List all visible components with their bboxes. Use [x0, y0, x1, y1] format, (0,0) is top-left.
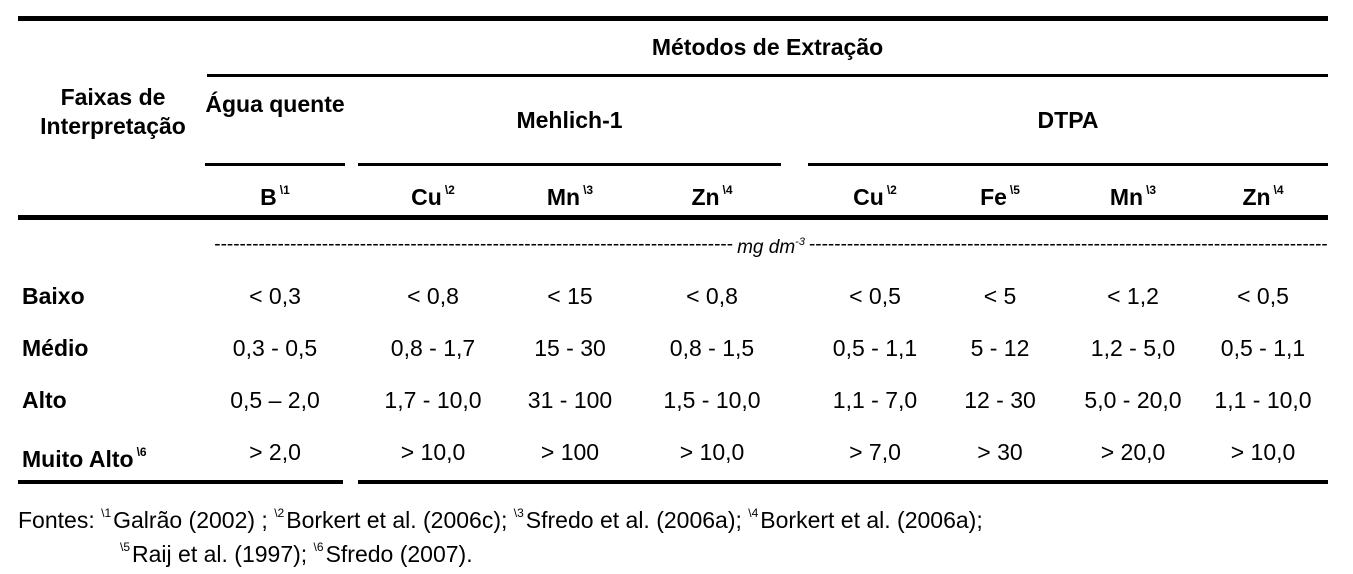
header-bottom-rule	[18, 215, 1328, 220]
footnote-line-2: \5Raij et al. (1997); \6Sfredo (2007).	[120, 540, 473, 567]
table-cell: 31 - 100	[527, 387, 613, 413]
col-header-mn-dtpa: Mn \3	[1109, 183, 1157, 210]
table-cell: > 100	[540, 439, 600, 465]
table-cell: 5 - 12	[970, 335, 1030, 361]
table-cell: > 7,0	[849, 439, 901, 465]
table-cell: 1,5 - 10,0	[663, 387, 761, 413]
table-cell: 0,8 - 1,5	[669, 335, 755, 361]
unit-label: mg dm-3	[737, 236, 805, 258]
footnote-source: Galrão (2002) ;	[113, 507, 268, 533]
table-cell: > 2,0	[249, 439, 301, 465]
col-header-cu-mehlich: Cu \2	[411, 183, 455, 210]
bottom-rule-b	[358, 480, 1328, 484]
col-header-mn-mehlich: Mn \3	[546, 183, 594, 210]
table-cell: < 1,2	[1107, 283, 1159, 309]
unit-dashes-right: ----------------------------------------…	[808, 234, 1328, 255]
group-agua-quente: Água quente	[205, 91, 345, 117]
table-cell: > 10,0	[679, 439, 745, 465]
footnote-line-1: Fontes: \1Galrão (2002) ; \2Borkert et a…	[18, 506, 983, 533]
top-rule	[18, 16, 1328, 21]
table-cell: < 0,5	[1237, 283, 1289, 309]
dtpa-underline	[808, 163, 1328, 166]
col-header-fe-dtpa: Fe \5	[980, 183, 1020, 210]
col-header-b: B \1	[260, 183, 290, 210]
footnote-source: Borkert et al. (2006c);	[286, 507, 508, 533]
table-cell: 0,3 - 0,5	[232, 335, 318, 361]
footnote-source: Borkert et al. (2006a);	[760, 507, 983, 533]
footnote-source: Sfredo et al. (2006a);	[525, 507, 742, 533]
unit-dashes-left: ----------------------------------------…	[214, 234, 734, 255]
row-label: Médio	[22, 335, 89, 361]
table-cell: < 5	[983, 283, 1017, 309]
table-cell: < 0,8	[686, 283, 738, 309]
unit-line: ----------------------------------------…	[214, 232, 1328, 258]
table-title: Métodos de Extração	[651, 34, 884, 60]
table-cell: > 10,0	[1230, 439, 1296, 465]
table-cell: < 15	[547, 283, 593, 309]
row-label: Baixo	[22, 283, 85, 309]
table-cell: 0,5 – 2,0	[230, 387, 320, 413]
bottom-rule-a	[18, 480, 343, 484]
group-dtpa: DTPA	[1037, 107, 1099, 133]
footnote-source: Raij et al. (1997);	[132, 541, 308, 567]
table-cell: 5,0 - 20,0	[1084, 387, 1182, 413]
agua-underline	[205, 163, 345, 166]
row-label: Muito Alto \6	[22, 445, 147, 472]
title-underline	[207, 74, 1328, 77]
table-cell: > 10,0	[400, 439, 466, 465]
table-cell: 0,8 - 1,7	[390, 335, 476, 361]
row-label: Alto	[22, 387, 67, 413]
footnote-prefix: Fontes:	[18, 507, 95, 533]
table-cell: 15 - 30	[534, 335, 606, 361]
col-header-zn-dtpa: Zn \4	[1242, 183, 1284, 210]
row-header-label: Faixas de Interpretação	[40, 84, 186, 139]
table-cell: < 0,5	[849, 283, 901, 309]
table-cell: 1,1 - 10,0	[1214, 387, 1312, 413]
table-cell: 0,5 - 1,1	[832, 335, 918, 361]
table-cell: 12 - 30	[964, 387, 1036, 413]
table-cell: < 0,8	[407, 283, 459, 309]
table-cell: 1,2 - 5,0	[1090, 335, 1176, 361]
col-header-cu-dtpa: Cu \2	[853, 183, 897, 210]
col-header-zn-mehlich: Zn \4	[691, 183, 733, 210]
mehlich-underline	[358, 163, 781, 166]
table-cell: < 0,3	[249, 283, 301, 309]
footnote-source: Sfredo (2007).	[325, 541, 473, 567]
table-cell: 1,7 - 10,0	[384, 387, 482, 413]
table-cell: > 20,0	[1100, 439, 1166, 465]
group-mehlich-1: Mehlich-1	[516, 107, 623, 133]
table-cell: 0,5 - 1,1	[1220, 335, 1306, 361]
table-cell: 1,1 - 7,0	[832, 387, 918, 413]
table-cell: > 30	[977, 439, 1023, 465]
